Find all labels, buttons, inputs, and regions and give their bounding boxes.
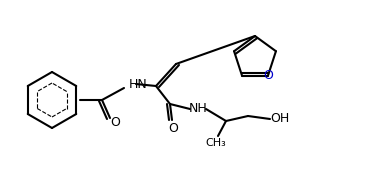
Text: O: O: [168, 122, 178, 135]
Text: NH: NH: [189, 102, 207, 115]
Text: O: O: [263, 69, 273, 82]
Text: O: O: [110, 117, 120, 130]
Text: OH: OH: [271, 113, 290, 126]
Text: HN: HN: [129, 77, 148, 91]
Text: CH₃: CH₃: [206, 138, 226, 148]
